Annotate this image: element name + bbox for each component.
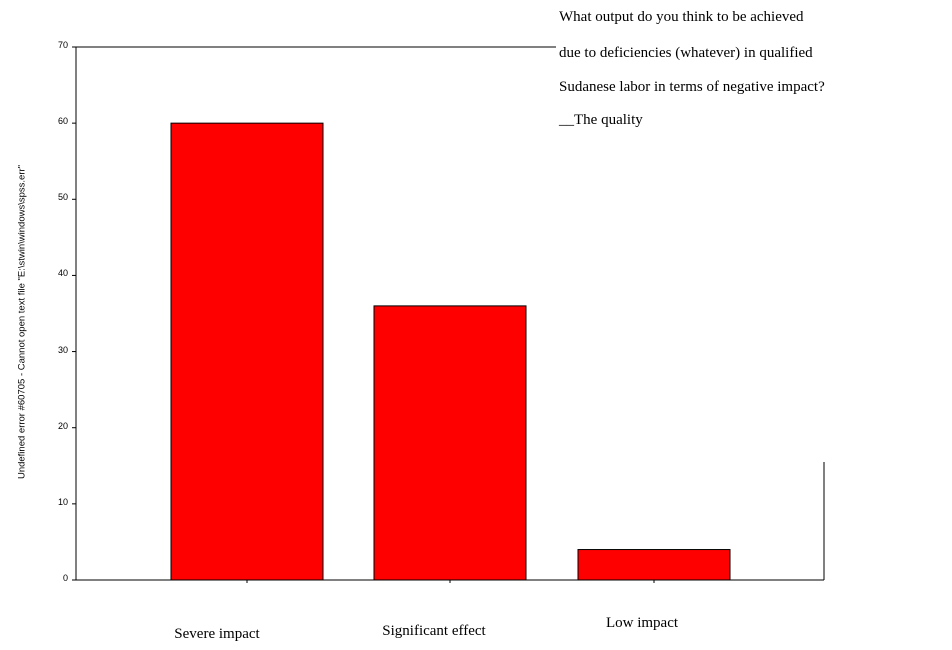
x-category-label: Significant effect xyxy=(382,623,486,639)
chart-title-line-3: Sudanese labor in terms of negative impa… xyxy=(559,78,825,97)
bar-low-impact xyxy=(577,549,731,581)
bar-significant-effect xyxy=(373,305,527,581)
y-tick-label: 70 xyxy=(57,40,68,50)
y-tick-label: 40 xyxy=(57,268,68,279)
y-tick-label: 10 xyxy=(57,496,68,507)
x-category-label: Low impact xyxy=(605,615,679,631)
y-tick-label: 50 xyxy=(57,192,68,203)
x-category-label: Severe impact xyxy=(174,626,260,642)
bar-severe-impact xyxy=(170,122,324,581)
y-tick-label: 60 xyxy=(57,116,68,127)
y-tick-label: 20 xyxy=(57,420,68,431)
y-tick-label: 30 xyxy=(57,344,68,355)
y-axis-label: Undefined error #60705 - Cannot open tex… xyxy=(16,164,28,480)
chart-title-line-4: __The quality xyxy=(559,111,643,130)
chart-title-line-2: due to deficiencies (whatever) in qualif… xyxy=(559,44,813,63)
bars xyxy=(170,122,731,581)
y-tick-label: 0 xyxy=(62,573,68,583)
chart-title-line-1: What output do you think to be achieved xyxy=(559,8,804,27)
